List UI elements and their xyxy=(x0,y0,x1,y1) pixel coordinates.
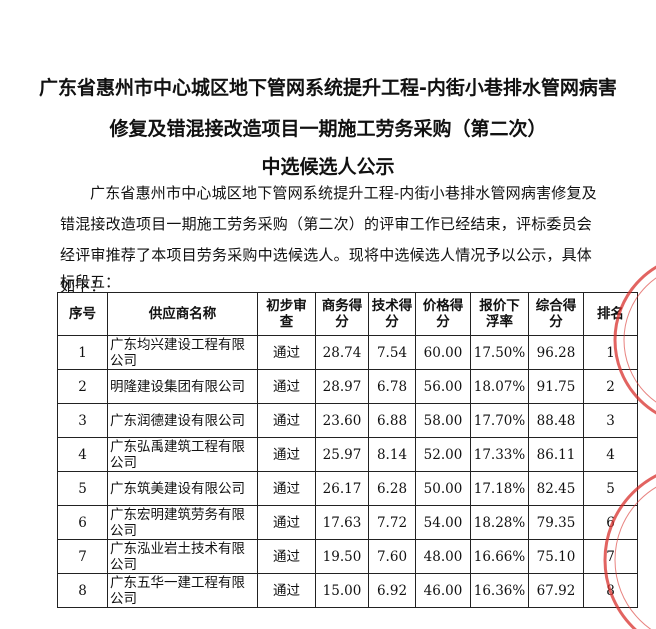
table-cell: 17.18% xyxy=(470,471,529,506)
title-line: 广东省惠州市中心城区地下管网系统提升工程-内街小巷排水管网病害 xyxy=(39,77,617,99)
table-cell: 28.97 xyxy=(315,369,369,404)
table-cell: 7.60 xyxy=(368,539,416,574)
table-row: 7 广东泓业岩土技术有限公司 通过 19.50 7.60 48.00 16.66% 75.10… xyxy=(57,539,638,574)
table-cell: 56.00 xyxy=(415,369,471,404)
table-row: 6 广东宏明建筑劳务有限公司 通过 17.63 7.72 54.00 18.28% 79.35… xyxy=(57,505,638,540)
table-cell: 1 xyxy=(583,335,638,370)
table-cell: 通过 xyxy=(257,403,316,438)
table-cell: 5 xyxy=(583,471,638,506)
table-cell: 6 xyxy=(57,505,108,540)
table-cell: 19.50 xyxy=(315,539,369,574)
table-cell: 广东弘禹建筑工程有限公司 xyxy=(107,437,258,472)
table-cell: 2 xyxy=(57,369,108,404)
table-row: 2 明隆建设集团有限公司 通过 28.97 6.78 56.00 18.07% 91.75 2 xyxy=(57,369,638,404)
table-cell: 8 xyxy=(57,573,108,608)
table-cell: 7.54 xyxy=(368,335,416,370)
table-cell: 88.48 xyxy=(528,403,584,438)
table-cell: 82.45 xyxy=(528,471,584,506)
table-cell: 7.72 xyxy=(368,505,416,540)
table-cell: 15.00 xyxy=(315,573,369,608)
table-cell: 通过 xyxy=(257,437,316,472)
table-row: 3 广东润德建设有限公司 通过 23.60 6.88 58.00 17.70% 88.48 3 xyxy=(57,403,638,438)
table-cell: 17.63 xyxy=(315,505,369,540)
table-cell: 8 xyxy=(583,573,638,608)
table-cell: 报价下浮率 xyxy=(470,292,529,336)
table-cell: 75.10 xyxy=(528,539,584,574)
table-cell: 4 xyxy=(583,437,638,472)
table-cell: 初步审查 xyxy=(257,292,316,336)
table-cell: 3 xyxy=(583,403,638,438)
result-table: 序号 供应商名称 初步审查 商务得分 技术得分 价格得分 报价下浮率 综合得分 排名 1 广东均兴建… xyxy=(57,292,638,608)
table-row: 8 广东五华一建工程有限公司 通过 15.00 6.92 46.00 16.36% 67.92… xyxy=(57,573,638,608)
table-cell: 2 xyxy=(583,369,638,404)
table-cell: 广东润德建设有限公司 xyxy=(107,403,258,438)
header-row: 序号 供应商名称 初步审查 商务得分 技术得分 价格得分 报价下浮率 综合得分 排名 xyxy=(57,292,638,336)
table-cell: 5 xyxy=(57,471,108,506)
table-cell: 综合得分 xyxy=(528,292,584,336)
table-cell: 明隆建设集团有限公司 xyxy=(107,369,258,404)
table-cell: 通过 xyxy=(257,335,316,370)
table-cell: 16.36% xyxy=(470,573,529,608)
table-cell: 价格得分 xyxy=(415,292,471,336)
table-cell: 28.74 xyxy=(315,335,369,370)
table-cell: 商务得分 xyxy=(315,292,369,336)
table-cell: 17.50% xyxy=(470,335,529,370)
title-line: 修复及错混接改造项目一期施工劳务采购（第二次） xyxy=(109,118,547,140)
table-cell: 通过 xyxy=(257,573,316,608)
table-cell: 79.35 xyxy=(528,505,584,540)
table-cell: 58.00 xyxy=(415,403,471,438)
table-cell: 8.14 xyxy=(368,437,416,472)
table-cell: 6 xyxy=(583,505,638,540)
table-cell: 86.11 xyxy=(528,437,584,472)
table-cell: 6.88 xyxy=(368,403,416,438)
table-cell: 26.17 xyxy=(315,471,369,506)
table-cell: 48.00 xyxy=(415,539,471,574)
table-cell: 序号 xyxy=(57,292,108,336)
table-cell: 通过 xyxy=(257,471,316,506)
table-cell: 54.00 xyxy=(415,505,471,540)
section-label: 标段五： xyxy=(60,273,121,291)
table-row: 5 广东筑美建设有限公司 通过 26.17 6.28 50.00 17.18% 82.45 5 xyxy=(57,471,638,506)
table-cell: 25.97 xyxy=(315,437,369,472)
table-cell: 排名 xyxy=(583,292,638,336)
table-cell: 60.00 xyxy=(415,335,471,370)
table-cell: 7 xyxy=(57,539,108,574)
table-cell: 广东宏明建筑劳务有限公司 xyxy=(107,505,258,540)
table-cell: 6.92 xyxy=(368,573,416,608)
table-cell: 广东泓业岩土技术有限公司 xyxy=(107,539,258,574)
table-cell: 6.78 xyxy=(368,369,416,404)
title-line: 中选候选人公示 xyxy=(261,156,395,178)
table-cell: 1 xyxy=(57,335,108,370)
table-cell: 91.75 xyxy=(528,369,584,404)
table-cell: 3 xyxy=(57,403,108,438)
table-cell: 广东筑美建设有限公司 xyxy=(107,471,258,506)
table-cell: 6.28 xyxy=(368,471,416,506)
table-cell: 50.00 xyxy=(415,471,471,506)
table-cell: 16.66% xyxy=(470,539,529,574)
table-cell: 23.60 xyxy=(315,403,369,438)
intro-paragraph: 广东省惠州市中心城区地下管网系统提升工程-内街小巷排水管网病害修复及错混接改造项… xyxy=(60,184,597,295)
table-cell: 7 xyxy=(583,539,638,574)
table-cell: 通过 xyxy=(257,369,316,404)
table-cell: 17.33% xyxy=(470,437,529,472)
table-cell: 18.07% xyxy=(470,369,529,404)
table-cell: 46.00 xyxy=(415,573,471,608)
table-cell: 96.28 xyxy=(528,335,584,370)
table-cell: 供应商名称 xyxy=(107,292,258,336)
table-cell: 18.28% xyxy=(470,505,529,540)
table-cell: 52.00 xyxy=(415,437,471,472)
table-cell: 技术得分 xyxy=(368,292,416,336)
table-row: 1 广东均兴建设工程有限公司 通过 28.74 7.54 60.00 17.50% 96.28… xyxy=(57,335,638,370)
table-cell: 17.70% xyxy=(470,403,529,438)
table-cell: 4 xyxy=(57,437,108,472)
table-cell: 67.92 xyxy=(528,573,584,608)
table-cell: 通过 xyxy=(257,505,316,540)
table-cell: 通过 xyxy=(257,539,316,574)
table-cell: 广东五华一建工程有限公司 xyxy=(107,573,258,608)
table-row: 4 广东弘禹建筑工程有限公司 通过 25.97 8.14 52.00 17.33% 86.11… xyxy=(57,437,638,472)
table-cell: 广东均兴建设工程有限公司 xyxy=(107,335,258,370)
